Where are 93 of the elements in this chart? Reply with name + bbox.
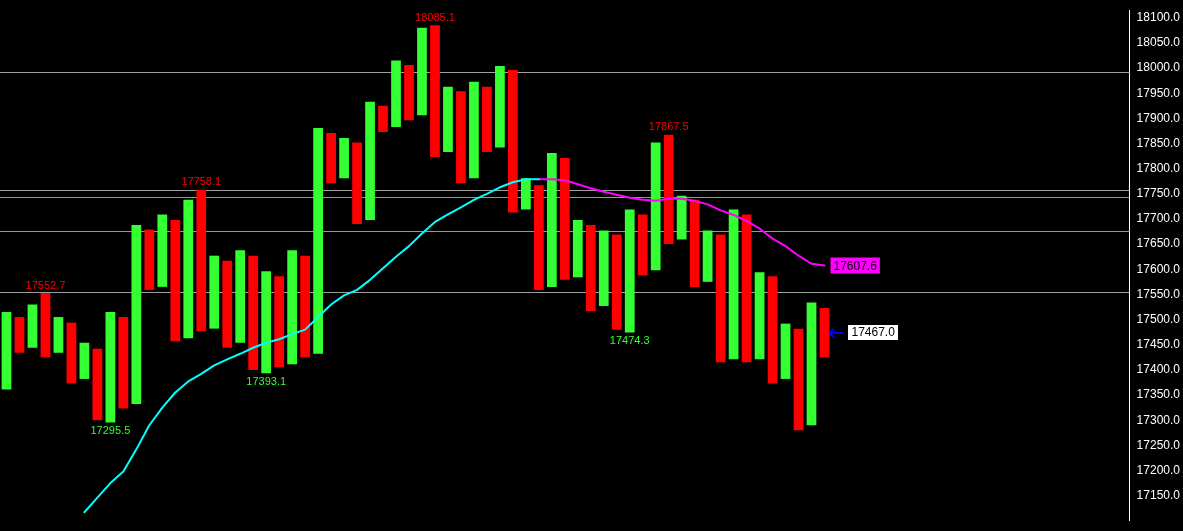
- annotation: 17467.0: [848, 324, 898, 340]
- bar: [352, 142, 362, 224]
- y-tick-label: 17950.0: [1136, 85, 1181, 100]
- bar: [417, 27, 427, 116]
- bar: [508, 70, 518, 213]
- bar: [274, 276, 285, 368]
- bar: [105, 312, 116, 423]
- bar: [170, 219, 181, 342]
- bar: [157, 214, 168, 287]
- bar: [14, 317, 25, 353]
- bar: [780, 323, 791, 379]
- y-tick-label: 17550.0: [1136, 286, 1181, 301]
- bar: [66, 322, 77, 384]
- bar: [598, 230, 609, 306]
- bar: [378, 105, 388, 132]
- y-tick-label: 17800.0: [1136, 160, 1181, 175]
- bar: [261, 271, 272, 374]
- y-tick-label: 17600.0: [1136, 261, 1181, 276]
- bar: [663, 134, 674, 245]
- bar: [443, 86, 453, 153]
- y-tick-label: 18050.0: [1136, 35, 1181, 50]
- bar: [611, 234, 622, 330]
- bar: [92, 348, 103, 421]
- y-tick-label: 17400.0: [1136, 362, 1181, 377]
- bar: [689, 199, 700, 287]
- data-label: 17758.1: [181, 175, 222, 188]
- bar: [495, 66, 505, 148]
- y-tick-label: 17300.0: [1136, 412, 1181, 427]
- bar: [391, 60, 401, 127]
- data-label: 17607.6: [833, 258, 878, 273]
- bar: [637, 214, 648, 276]
- bar: [118, 317, 129, 409]
- annotation: 17474.3: [609, 334, 650, 347]
- y-tick-label: 17250.0: [1136, 437, 1181, 452]
- bar: [248, 255, 259, 370]
- y-tick-label: 18100.0: [1136, 10, 1181, 25]
- bar: [131, 225, 142, 405]
- bar: [469, 81, 479, 179]
- y-tick-label: 17500.0: [1136, 311, 1181, 326]
- y-tick-label: 17850.0: [1136, 135, 1181, 150]
- y-tick-label: 18000.0: [1136, 60, 1181, 75]
- bar: [144, 229, 155, 290]
- bar: [546, 153, 557, 287]
- bar: [559, 158, 570, 280]
- bar: [430, 25, 440, 158]
- bar: [404, 65, 414, 121]
- bar: [676, 195, 687, 240]
- y-tick-label: 17150.0: [1136, 487, 1181, 502]
- bar: [1, 312, 12, 390]
- bar: [754, 272, 765, 360]
- bar: [585, 225, 596, 312]
- bar: [728, 209, 739, 360]
- data-label: 17867.5: [648, 120, 689, 133]
- bar: [702, 230, 713, 282]
- bar: [339, 137, 349, 179]
- bar: [767, 276, 778, 384]
- bar: [482, 86, 492, 153]
- bar: [572, 219, 583, 278]
- bar: [624, 209, 635, 333]
- y-tick-label: 17650.0: [1136, 236, 1181, 251]
- bar: [793, 328, 804, 431]
- bar: [715, 234, 726, 363]
- bar: [300, 255, 310, 358]
- data-label: 18085.1: [415, 10, 455, 23]
- y-tick-label: 17350.0: [1136, 387, 1181, 402]
- bar: [222, 260, 233, 348]
- bar: [456, 91, 466, 184]
- bar: [287, 250, 298, 365]
- bar: [235, 250, 246, 343]
- bar: [79, 342, 90, 379]
- bar: [183, 199, 194, 339]
- bar: [806, 302, 817, 426]
- bar: [650, 142, 661, 271]
- y-tick-label: 17750.0: [1136, 186, 1181, 201]
- bar: [326, 132, 336, 184]
- annotation: 17393.1: [246, 374, 287, 387]
- bar: [209, 255, 220, 329]
- bar: [196, 189, 207, 332]
- y-tick-label: 17700.0: [1136, 211, 1181, 226]
- data-label: 17552.7: [25, 278, 66, 291]
- bar: [313, 127, 323, 354]
- bar: [533, 185, 544, 290]
- bar: [53, 317, 64, 353]
- y-tick-label: 17900.0: [1136, 110, 1181, 125]
- bar: [520, 178, 531, 210]
- y-tick-label: 17200.0: [1136, 462, 1181, 477]
- bar: [365, 101, 375, 220]
- bar: [741, 214, 752, 363]
- bar: [27, 304, 38, 348]
- annotation: 17295.5: [90, 423, 131, 436]
- bar: [40, 293, 51, 358]
- bar: [819, 308, 830, 358]
- y-tick-label: 17450.0: [1136, 337, 1181, 352]
